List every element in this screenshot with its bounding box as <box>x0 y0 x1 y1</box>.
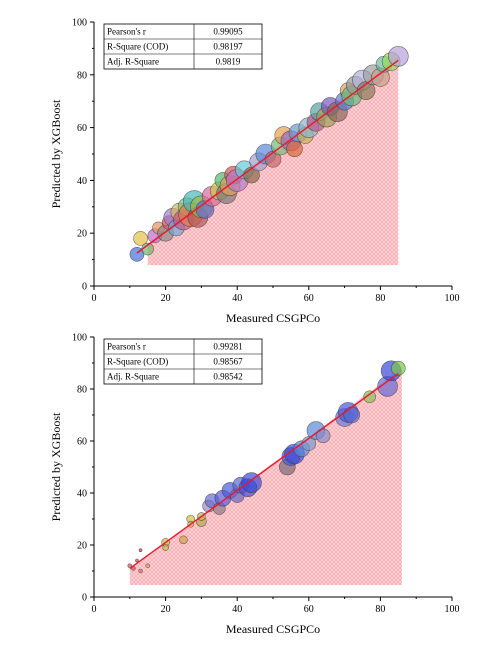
x-tick-label: 20 <box>161 293 171 304</box>
chart-bottom: 0 20 40 60 80 100 0 20 40 60 80 100 Measured CSGPCo P… <box>49 333 460 637</box>
stats-table-frame <box>103 23 263 70</box>
stat-label: Pearson's r <box>107 27 146 37</box>
stat-value: 0.99281 <box>213 342 242 352</box>
y-tick-label: 100 <box>72 18 87 29</box>
x-tick-label: 0 <box>92 604 97 615</box>
x-tick-label: 60 <box>304 293 314 304</box>
y-tick-label: 80 <box>77 385 87 396</box>
stats-table: Pearson's r 0.99095 R-Square (COD) 0.98197 A… <box>103 23 263 70</box>
data-point <box>286 140 303 158</box>
y-tick-label: 80 <box>77 70 87 81</box>
stat-value: 0.99095 <box>213 27 243 37</box>
data-point <box>179 535 188 545</box>
x-tick-label: 100 <box>445 604 460 615</box>
x-tick-label: 0 <box>92 293 97 304</box>
x-tick-label: 100 <box>445 293 460 304</box>
x-tick-label: 40 <box>232 604 242 615</box>
data-point <box>138 548 143 553</box>
stat-label: Pearson's r <box>107 342 146 352</box>
x-axis-title: Measured CSGPCo <box>226 622 320 636</box>
stat-value: 0.98197 <box>213 42 243 52</box>
chart-top: 0 20 40 60 80 100 0 20 40 60 80 100 Measured CSGPCo P… <box>49 18 460 326</box>
stat-value: 0.98567 <box>213 357 243 367</box>
data-point <box>162 544 169 551</box>
fit-line <box>136 59 399 254</box>
y-tick-label: 20 <box>77 229 87 240</box>
fit-line <box>129 372 399 569</box>
stat-label: Adj. R-Square <box>107 372 159 382</box>
data-point <box>133 231 148 246</box>
y-tick-label: 60 <box>77 123 87 134</box>
y-tick-label: 60 <box>77 437 87 448</box>
x-tick-label: 80 <box>375 604 385 615</box>
x-axis-title: Measured CSGPCo <box>226 311 320 325</box>
x-tick-label: 80 <box>375 293 385 304</box>
data-point <box>343 406 361 424</box>
data-point <box>138 568 143 574</box>
y-tick-label: 20 <box>77 541 87 552</box>
stats-table-frame <box>103 338 263 385</box>
data-point <box>145 563 150 569</box>
y-tick-label: 40 <box>77 489 87 500</box>
data-point <box>135 558 139 563</box>
data-point <box>363 390 376 404</box>
x-tick-label: 60 <box>304 604 314 615</box>
stat-label: R-Square (COD) <box>107 357 168 367</box>
y-tick-label: 40 <box>77 176 87 187</box>
data-point <box>390 360 406 376</box>
y-tick-label: 0 <box>82 282 87 293</box>
y-axis-title: Predicted by XGBoost <box>49 412 63 521</box>
y-tick-label: 100 <box>72 333 87 344</box>
y-axis-title: Predicted by XGBoost <box>49 99 63 208</box>
stats-table: Pearson's r 0.99281 R-Square (COD) 0.98567 A… <box>103 338 263 385</box>
x-tick-label: 40 <box>232 293 242 304</box>
stat-value: 0.9819 <box>216 57 241 67</box>
stat-value: 0.98542 <box>213 372 242 382</box>
stat-label: R-Square (COD) <box>107 42 168 52</box>
stat-label: Adj. R-Square <box>107 57 159 67</box>
prediction-band <box>129 368 402 586</box>
data-point <box>387 46 409 67</box>
y-tick-label: 0 <box>82 593 87 604</box>
x-tick-label: 20 <box>161 604 171 615</box>
data-point <box>241 472 262 493</box>
